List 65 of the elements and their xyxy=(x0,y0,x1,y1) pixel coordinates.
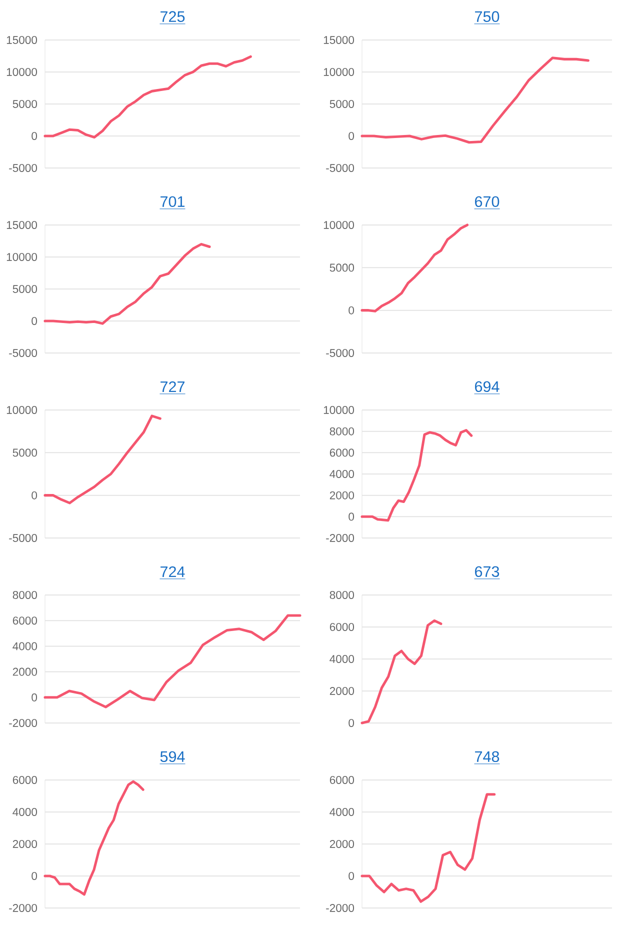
chart-title: 670 xyxy=(475,196,500,207)
chart-title: 748 xyxy=(475,751,500,762)
y-tick-label: 0 xyxy=(32,693,38,702)
y-tick-label: 2000 xyxy=(12,840,38,848)
chart-title: 724 xyxy=(160,566,185,578)
y-tick-label: 6000 xyxy=(330,623,354,631)
y-tick-label: 6000 xyxy=(330,776,354,784)
y-tick-label: 5000 xyxy=(12,448,38,457)
y-tick-label: 6000 xyxy=(12,616,38,625)
y-tick-label: 0 xyxy=(348,512,354,521)
y-tick-label: -5000 xyxy=(326,349,354,357)
y-tick-label: 4000 xyxy=(330,808,354,816)
y-tick-label: 0 xyxy=(32,132,38,140)
y-tick-label: 2000 xyxy=(330,491,354,500)
line-series xyxy=(44,614,302,708)
y-tick-label: -2000 xyxy=(326,904,354,912)
chart-title: 701 xyxy=(160,196,184,207)
y-tick-label: 4000 xyxy=(330,655,354,663)
y-tick-label: 10000 xyxy=(324,221,354,229)
y-tick-label: -5000 xyxy=(9,164,38,172)
y-tick-label: 0 xyxy=(32,872,38,880)
y-tick-label: 0 xyxy=(348,306,354,314)
y-tick-label: 8000 xyxy=(330,427,354,436)
line-series xyxy=(360,793,496,903)
y-tick-label: 2000 xyxy=(330,687,354,695)
chart-title: 727 xyxy=(160,381,184,392)
y-tick-label: 0 xyxy=(32,491,38,500)
y-tick-label: 4000 xyxy=(12,808,38,816)
y-tick-label: 0 xyxy=(32,317,38,325)
y-tick-label: 8000 xyxy=(12,591,38,599)
y-tick-label: 8000 xyxy=(330,591,354,599)
y-tick-label: 0 xyxy=(348,719,354,727)
y-tick-label: 4000 xyxy=(330,470,354,478)
y-tick-label: 6000 xyxy=(12,776,38,784)
y-tick-label: 15000 xyxy=(324,36,354,44)
y-tick-label: 5000 xyxy=(12,285,38,293)
y-tick-label: -2000 xyxy=(326,534,354,542)
y-tick-label: 15000 xyxy=(6,36,38,44)
y-tick-label: 10000 xyxy=(324,68,354,76)
y-tick-label: -5000 xyxy=(326,164,354,172)
y-tick-label: 0 xyxy=(348,132,354,140)
line-series xyxy=(360,619,442,724)
y-tick-label: -5000 xyxy=(9,349,38,357)
chart-title: 725 xyxy=(160,11,185,22)
y-tick-label: 10000 xyxy=(6,253,38,261)
chart-title: 750 xyxy=(475,11,500,22)
y-tick-label: 5000 xyxy=(12,100,38,108)
y-tick-label: -2000 xyxy=(9,904,38,912)
y-tick-label: 0 xyxy=(348,872,354,880)
y-tick-label: 2000 xyxy=(12,668,38,676)
y-tick-label: -5000 xyxy=(9,534,38,542)
chart-title: 673 xyxy=(475,566,500,578)
y-tick-label: 5000 xyxy=(330,100,354,108)
chart-title: 694 xyxy=(475,381,500,392)
y-tick-label: -2000 xyxy=(9,719,38,727)
y-tick-label: 10000 xyxy=(324,406,354,414)
y-tick-label: 6000 xyxy=(330,448,354,457)
y-tick-label: 4000 xyxy=(12,642,38,650)
y-tick-label: 2000 xyxy=(330,840,354,848)
line-series xyxy=(44,55,252,139)
y-tick-label: 10000 xyxy=(6,406,38,414)
y-tick-label: 5000 xyxy=(330,264,354,272)
y-tick-label: 15000 xyxy=(6,221,38,229)
y-tick-label: 10000 xyxy=(6,68,38,76)
chart-title: 594 xyxy=(160,751,185,762)
